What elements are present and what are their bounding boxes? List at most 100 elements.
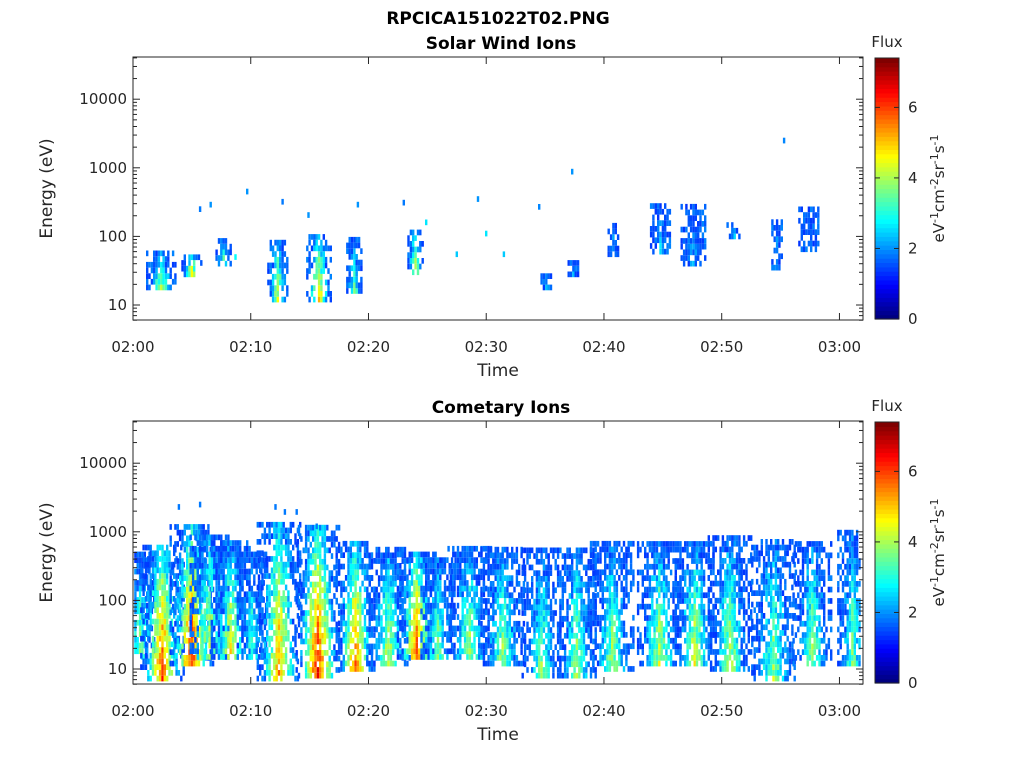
heatmap-cell (463, 551, 467, 558)
heatmap-cell (620, 632, 623, 638)
heatmap-cell (549, 604, 553, 611)
heatmap-cell (456, 574, 460, 581)
heatmap-cell (335, 558, 338, 564)
heatmap-cell (629, 643, 633, 650)
heatmap-cell (300, 627, 303, 633)
heatmap-cell (422, 654, 425, 660)
heatmap-cell (461, 545, 464, 552)
heatmap-cell (162, 267, 165, 274)
heatmap-cell (320, 296, 323, 303)
heatmap-cell (239, 540, 242, 546)
heatmap-cell (385, 620, 388, 627)
heatmap-cell (578, 576, 581, 582)
heatmap-cell (309, 530, 312, 537)
heatmap-cell (283, 239, 287, 246)
heatmap-cell (413, 654, 416, 660)
heatmap-cell (403, 558, 407, 564)
heatmap-cell (542, 547, 546, 554)
heatmap-cell (559, 598, 562, 605)
heatmap-cell (692, 243, 695, 250)
heatmap-cell (193, 660, 196, 667)
heatmap-cell (578, 621, 581, 628)
heatmap-cell (452, 545, 455, 552)
heatmap-cell (578, 644, 581, 650)
heatmap-cell (575, 650, 579, 656)
heatmap-cell (401, 551, 404, 558)
heatmap-cell (576, 271, 580, 278)
heatmap-cell (549, 644, 553, 650)
heatmap-cell (441, 654, 444, 660)
heatmap-cell (280, 624, 283, 631)
heatmap-cell (429, 557, 433, 563)
heatmap-cell (220, 631, 223, 637)
heatmap-cell (441, 614, 444, 620)
heatmap-cell (687, 243, 690, 250)
heatmap-cell (193, 260, 196, 266)
heatmap-cell (506, 626, 509, 633)
heatmap-cell (333, 530, 336, 537)
heatmap-cell (151, 652, 155, 659)
heatmap-cell (347, 597, 350, 604)
heatmap-cell (515, 626, 519, 633)
heatmap-cell (389, 592, 393, 599)
heatmap-cell (394, 637, 397, 644)
heatmap-cell (314, 638, 317, 645)
heatmap-cell (304, 638, 308, 645)
heatmap-cell (592, 540, 595, 547)
heatmap-cell (160, 250, 163, 257)
heatmap-cell (566, 604, 569, 611)
heatmap-cell (533, 667, 536, 673)
heatmap-cell (355, 259, 358, 266)
heatmap-cell (220, 654, 223, 660)
heatmap-cell (375, 598, 378, 604)
heatmap-cell (594, 614, 597, 621)
heatmap-cell (163, 596, 166, 602)
heatmap-cell (138, 568, 142, 575)
heatmap-cell (183, 265, 186, 272)
heatmap-cell (256, 664, 259, 670)
heatmap-cell (156, 630, 159, 636)
heatmap-cell (425, 597, 428, 603)
heatmap-cell (523, 570, 527, 576)
heatmap-cell (422, 585, 425, 592)
heatmap-cell (323, 547, 327, 554)
heatmap-cell (257, 637, 261, 643)
heatmap-cell (434, 654, 437, 660)
heatmap-cell (234, 585, 237, 592)
heatmap-cell (295, 598, 298, 605)
heatmap-cell (217, 608, 221, 615)
heatmap-cell (608, 558, 612, 564)
heatmap-cell (482, 545, 486, 552)
heatmap-cell (203, 585, 206, 592)
heatmap-cell (559, 661, 562, 668)
heatmap-cell (243, 625, 247, 632)
heatmap-cell (403, 620, 407, 627)
heatmap-cell (485, 626, 488, 633)
heatmap-cell (206, 591, 209, 598)
heatmap-cell (335, 580, 338, 587)
heatmap-cell (800, 246, 803, 253)
heatmap-cell (410, 551, 414, 558)
heatmap-cell (330, 553, 334, 559)
heatmap-cell (773, 264, 776, 271)
heatmap-cell (149, 613, 152, 619)
heatmap-cell (408, 608, 411, 615)
heatmap-cell (466, 591, 469, 598)
heatmap-cell (613, 540, 616, 547)
heatmap-cell (587, 564, 590, 571)
heatmap-cell (344, 649, 348, 655)
heatmap-cell (323, 621, 327, 628)
heatmap-cell (280, 596, 283, 602)
heatmap-cell (408, 631, 411, 637)
heatmap-cell (320, 268, 323, 274)
heatmap-cell (168, 630, 171, 636)
heatmap-cell (494, 563, 497, 570)
heatmap-cell (166, 590, 169, 596)
heatmap-cell (193, 254, 196, 261)
heatmap-cell (326, 621, 329, 628)
heatmap-cell (508, 575, 511, 581)
heatmap-cell (158, 647, 162, 653)
heatmap-cell (468, 619, 471, 626)
heatmap-cell (333, 576, 336, 582)
heatmap-cell (399, 642, 402, 649)
